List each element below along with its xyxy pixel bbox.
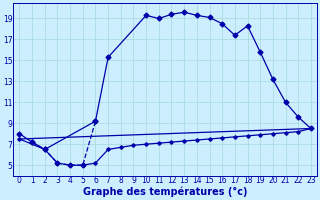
X-axis label: Graphe des températures (°c): Graphe des températures (°c)	[83, 187, 247, 197]
